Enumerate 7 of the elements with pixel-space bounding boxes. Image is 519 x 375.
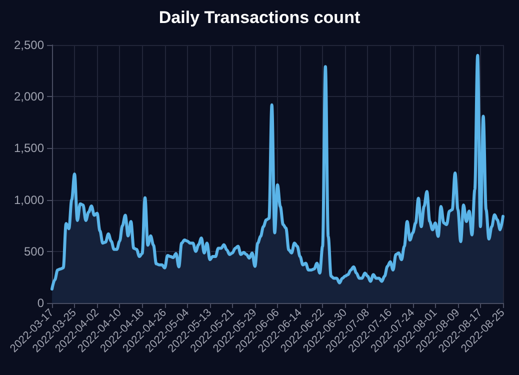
y-tick-label: 2,500 [14, 38, 44, 52]
y-tick-label: 2,000 [14, 90, 44, 104]
y-tick-label: 0 [37, 296, 44, 310]
chart-title: Daily Transactions count [158, 8, 360, 27]
y-tick-label: 1,500 [14, 141, 44, 156]
y-tick-label: 500 [24, 244, 44, 258]
y-tick-label: 1,000 [14, 192, 44, 207]
